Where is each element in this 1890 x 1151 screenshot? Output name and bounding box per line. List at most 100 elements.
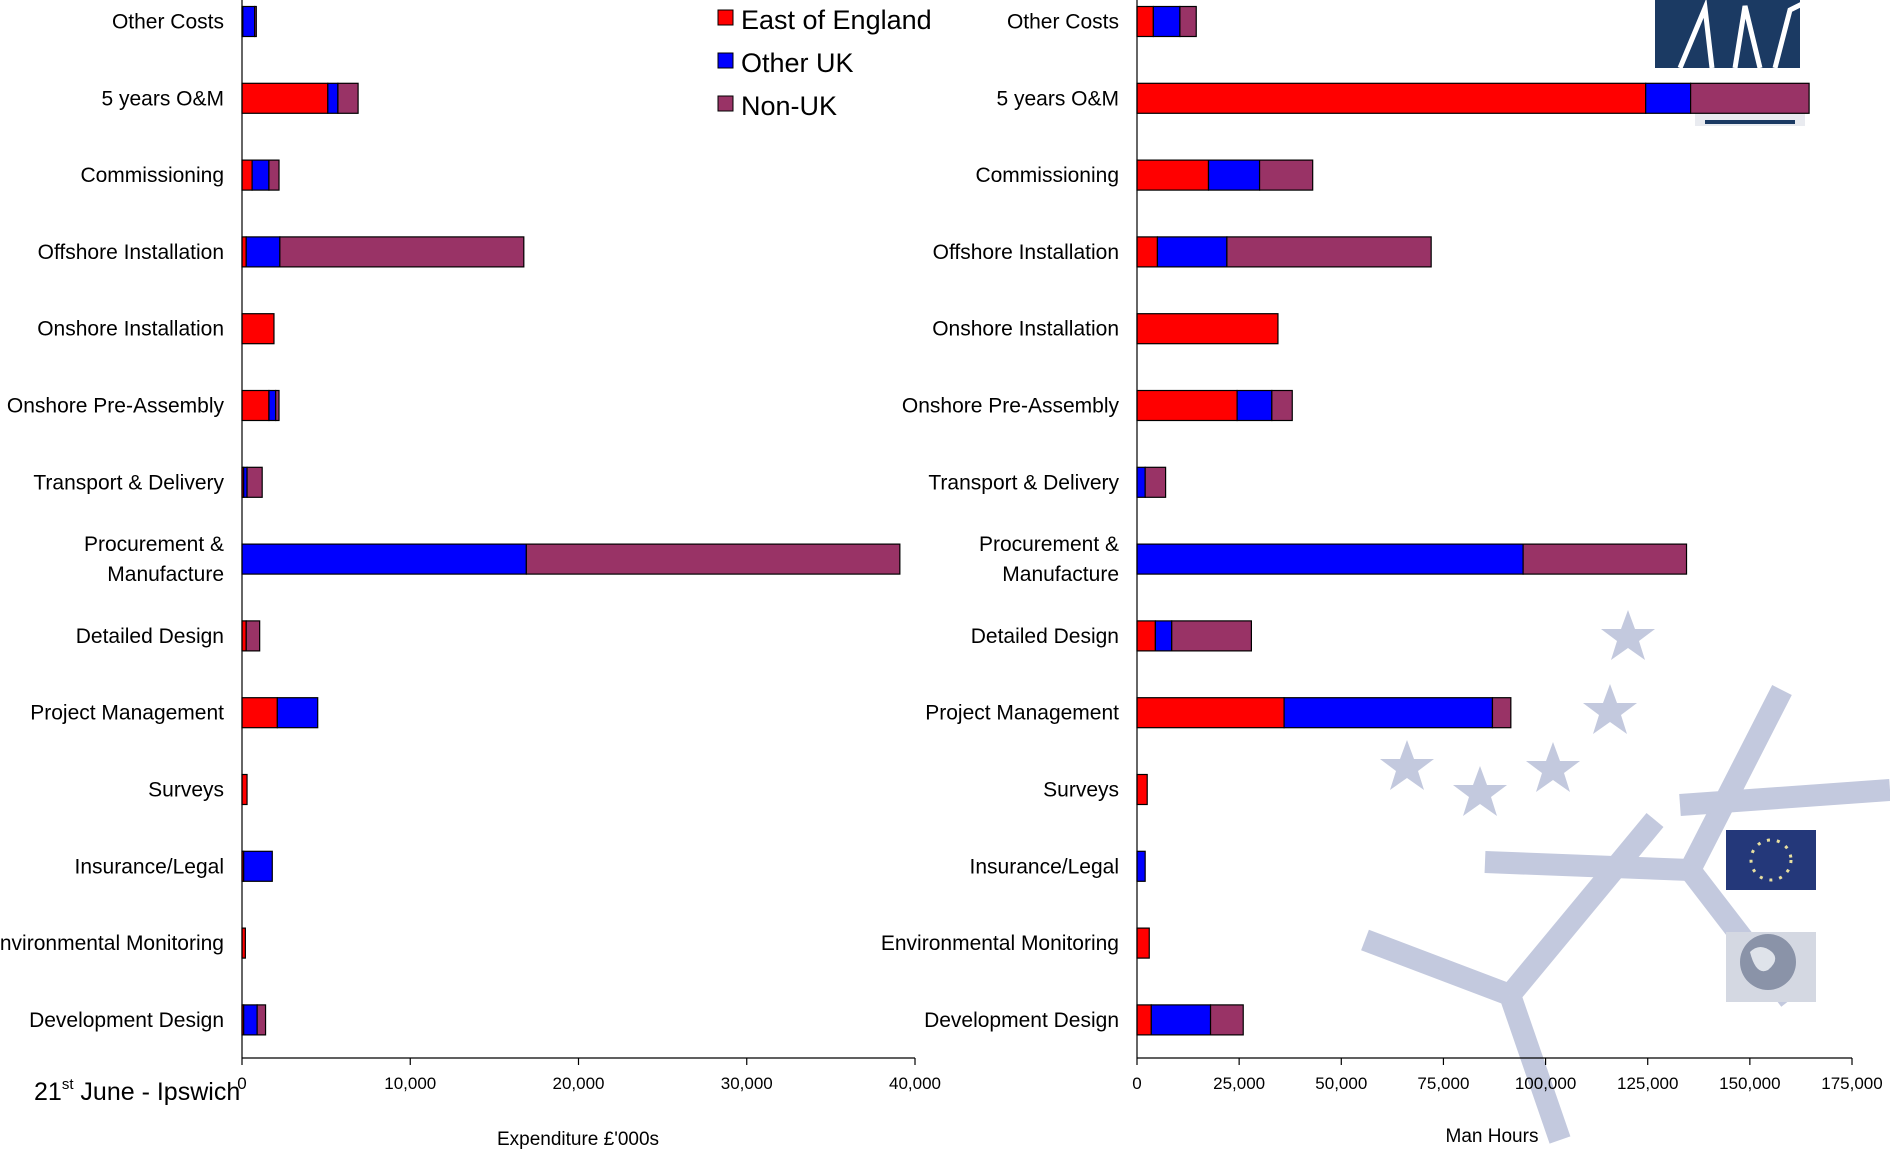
bar-segment xyxy=(1136,850,1146,882)
turbine-watermark-icon xyxy=(1361,684,1890,1144)
category-label: Onshore Installation xyxy=(37,318,224,341)
bar-segment xyxy=(1136,543,1524,575)
globe-logo-icon xyxy=(1726,932,1816,1002)
legend-swatch xyxy=(717,52,734,69)
bar-segment xyxy=(1136,927,1150,959)
eu-flag-icon xyxy=(1726,830,1816,890)
bar-segment xyxy=(241,236,247,268)
x-tick-label: 0 xyxy=(1132,1074,1141,1093)
bar-segment xyxy=(1491,697,1512,729)
bar-segment xyxy=(1136,82,1647,114)
bar-segment xyxy=(245,236,281,268)
bar-segment xyxy=(1136,620,1156,652)
footer-place: June - Ipswich xyxy=(73,1078,240,1106)
bar-segment xyxy=(1690,82,1810,114)
category-labels: Other Costs 5 years O&M Commissioning Offsh… xyxy=(0,11,224,1032)
category-label: Transport & Delivery xyxy=(928,471,1119,494)
bar-segment xyxy=(327,82,339,114)
bar-segment xyxy=(1136,389,1238,422)
bar-segment xyxy=(241,773,248,806)
star-icon xyxy=(1583,684,1637,734)
category-label: 5 years O&M xyxy=(101,87,224,110)
bar-segment xyxy=(1236,389,1273,422)
bars-layer xyxy=(241,5,901,1036)
bar-segment xyxy=(275,389,280,422)
star-icon xyxy=(1453,766,1507,816)
bar-segment xyxy=(241,159,253,191)
category-label: Offshore Installation xyxy=(933,241,1119,264)
category-label: Commissioning xyxy=(975,164,1119,187)
star-icon xyxy=(1601,610,1655,660)
x-tick-label: 20,000 xyxy=(553,1074,605,1093)
bar-segment xyxy=(1271,389,1293,422)
bar-segment xyxy=(251,159,270,191)
bar-segment xyxy=(245,620,261,652)
category-label: Other Costs xyxy=(1007,11,1119,34)
category-label: Transport & Delivery xyxy=(33,471,224,494)
bar-segment xyxy=(1283,697,1494,729)
bar-segment xyxy=(268,159,280,191)
bar-segment xyxy=(1258,159,1314,191)
footer-date: 21st June - Ipswich xyxy=(34,1076,240,1106)
bar-segment xyxy=(241,82,329,114)
bar-segment xyxy=(1207,159,1261,191)
bar-segment xyxy=(1152,5,1181,38)
bar-segment xyxy=(254,5,257,38)
category-label: Insurance/Legal xyxy=(75,855,224,878)
category-label: Development Design xyxy=(924,1009,1119,1032)
bar-segment xyxy=(241,389,270,422)
category-label: Procurement & xyxy=(84,533,224,556)
category-label: Surveys xyxy=(148,779,224,802)
legend-label: Other UK xyxy=(741,48,854,78)
x-tick-label: 150,000 xyxy=(1719,1074,1780,1093)
bar-segment xyxy=(1179,5,1197,38)
bars-layer xyxy=(1136,5,1810,1036)
bar-segment xyxy=(1136,1004,1152,1036)
bar-segment xyxy=(1226,236,1432,268)
bar-segment xyxy=(1522,543,1688,575)
power-logo-icon xyxy=(1655,0,1812,126)
footer-day: 21 xyxy=(34,1078,62,1106)
background-decoration xyxy=(1361,0,1890,1144)
legend-swatch xyxy=(717,95,734,112)
bar-segment xyxy=(1136,5,1154,38)
bar-segment xyxy=(1144,466,1167,498)
category-label: Onshore Installation xyxy=(932,318,1119,341)
bar-segment xyxy=(1136,236,1159,268)
bar-segment xyxy=(1136,773,1148,806)
category-labels: Other Costs 5 years O&M Commissioning Offsh… xyxy=(881,11,1120,1032)
bar-segment xyxy=(246,466,263,498)
bar-segment xyxy=(276,697,319,729)
x-tick-label: 175,000 xyxy=(1821,1074,1882,1093)
bar-segment xyxy=(1136,159,1210,191)
star-icon xyxy=(1526,742,1580,792)
category-label: Procurement & xyxy=(979,533,1119,556)
bar-segment xyxy=(337,82,359,114)
bar-segment xyxy=(1136,313,1279,345)
x-axis: 0 10,000 20,000 30,000 40,000 xyxy=(237,0,941,1093)
bar-segment xyxy=(525,543,901,575)
legend: East of England Other UK Non-UK xyxy=(717,5,932,121)
x-tick-label: 125,000 xyxy=(1617,1074,1678,1093)
star-icons xyxy=(1380,610,1655,816)
expenditure-chart: Other Costs 5 years O&M Commissioning Offsh… xyxy=(0,0,941,1150)
category-label: Manufacture xyxy=(1002,563,1119,586)
bar-segment xyxy=(1156,236,1228,268)
category-label: 5 years O&M xyxy=(996,87,1119,110)
x-tick-label: 40,000 xyxy=(889,1074,941,1093)
bar-segment xyxy=(241,620,247,652)
x-axis-title: Expenditure £'000s xyxy=(497,1129,659,1150)
bar-segment xyxy=(241,543,527,575)
bar-segment xyxy=(1136,697,1285,729)
x-axis: 0 25,000 50,000 75,000 100,000 125,000 150,000… xyxy=(1132,0,1883,1093)
footer-day-suffix: st xyxy=(62,1076,75,1093)
category-label: Project Management xyxy=(925,702,1119,725)
category-label: Offshore Installation xyxy=(38,241,224,264)
bar-segment xyxy=(1150,1004,1212,1036)
category-label: Surveys xyxy=(1043,779,1119,802)
x-tick-label: 10,000 xyxy=(384,1074,436,1093)
bar-segment xyxy=(242,5,256,38)
star-icon xyxy=(1380,740,1434,790)
x-tick-label: 0 xyxy=(237,1074,246,1093)
category-label: Detailed Design xyxy=(971,625,1119,648)
